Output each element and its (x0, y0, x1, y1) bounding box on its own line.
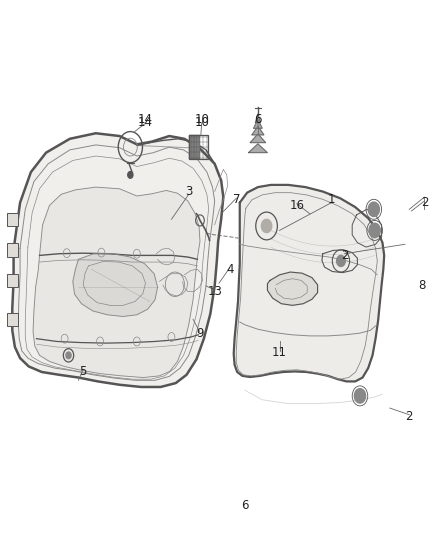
Text: 1: 1 (328, 193, 335, 206)
FancyBboxPatch shape (7, 213, 18, 226)
Text: 10: 10 (194, 113, 209, 126)
Polygon shape (250, 134, 266, 143)
Text: 3: 3 (185, 185, 192, 198)
Polygon shape (12, 133, 223, 387)
Circle shape (369, 223, 380, 238)
Circle shape (261, 219, 272, 232)
Polygon shape (255, 114, 261, 123)
Text: 16: 16 (290, 199, 304, 212)
Circle shape (128, 172, 133, 178)
Text: 9: 9 (196, 327, 203, 340)
Text: 13: 13 (207, 285, 222, 298)
Text: 5: 5 (79, 366, 86, 378)
Circle shape (337, 255, 345, 266)
Text: 2: 2 (341, 249, 348, 262)
Text: 11: 11 (272, 346, 287, 359)
Polygon shape (248, 144, 268, 152)
Text: 6: 6 (241, 499, 249, 512)
Circle shape (368, 202, 379, 216)
FancyBboxPatch shape (7, 274, 18, 287)
Circle shape (66, 352, 71, 359)
Text: 14: 14 (138, 116, 153, 128)
Polygon shape (254, 119, 262, 128)
Bar (189, 135, 192, 159)
Text: 14: 14 (138, 113, 153, 126)
Polygon shape (234, 185, 384, 382)
Polygon shape (252, 126, 264, 135)
Text: 4: 4 (226, 263, 233, 276)
FancyBboxPatch shape (7, 243, 18, 256)
Text: 2: 2 (406, 410, 413, 423)
Bar (192, 135, 194, 159)
Text: 8: 8 (419, 279, 426, 293)
Polygon shape (268, 272, 318, 305)
Text: 10: 10 (194, 116, 209, 128)
Text: 2: 2 (420, 196, 428, 209)
Circle shape (354, 389, 366, 403)
Text: 7: 7 (233, 193, 240, 206)
FancyBboxPatch shape (7, 312, 18, 326)
Bar (197, 135, 200, 159)
Bar (194, 135, 197, 159)
Text: 6: 6 (254, 113, 261, 126)
Polygon shape (33, 187, 200, 377)
Polygon shape (73, 254, 158, 317)
